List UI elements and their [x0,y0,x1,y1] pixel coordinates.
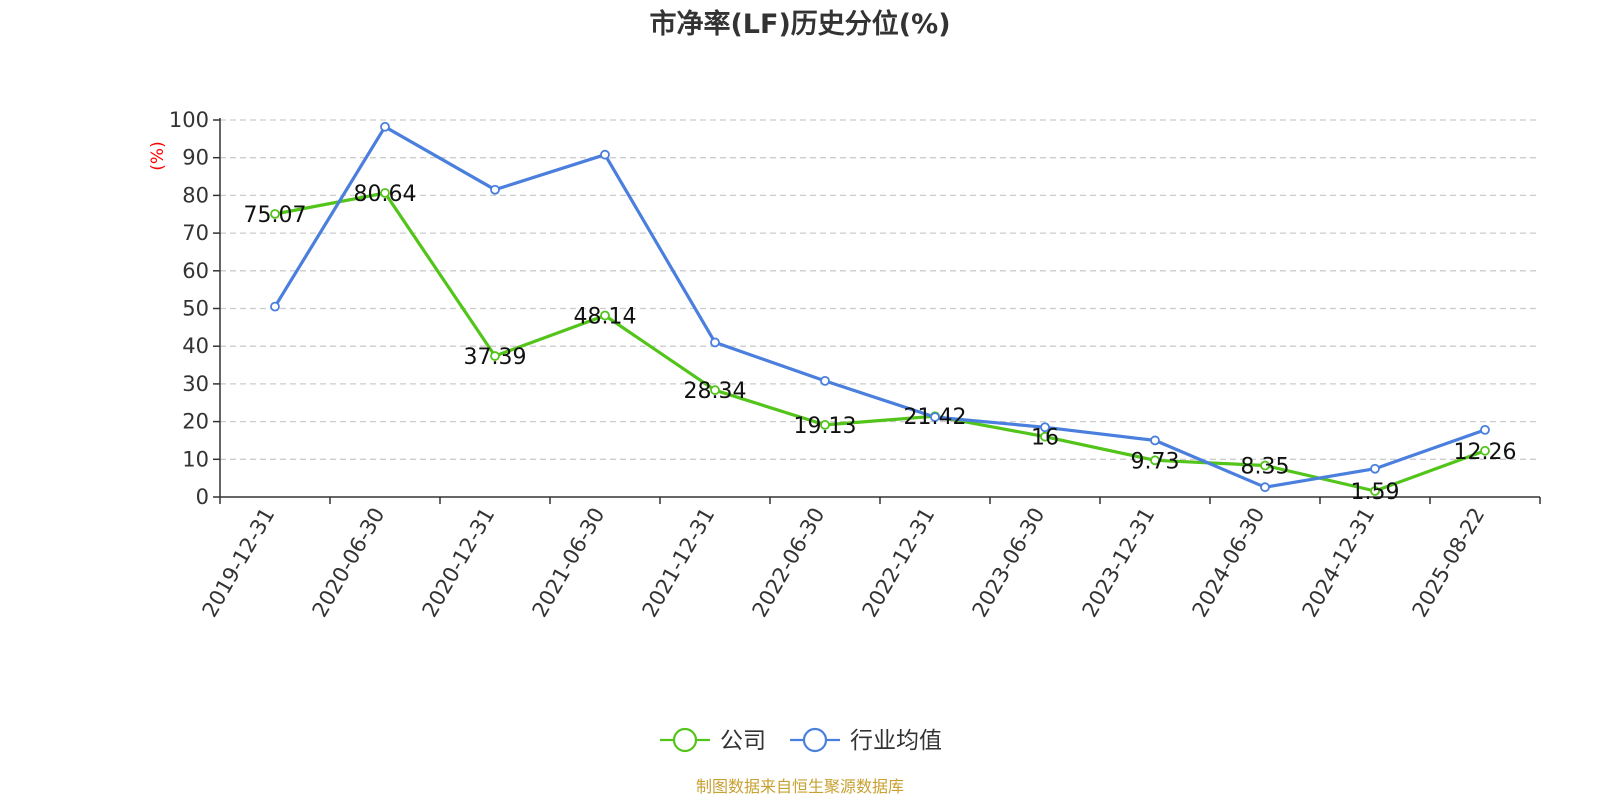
data-point [270,301,280,312]
y-tick-label: 70 [182,221,209,245]
data-point [1480,424,1490,435]
data-label: 21.42 [904,405,967,430]
data-point [380,121,390,132]
legend-label: 公司 [720,728,766,754]
data-point [600,149,610,160]
data-point [1040,422,1050,433]
data-label: 16 [1031,426,1059,451]
data-label: 19.13 [794,414,857,439]
x-tick-label: 2020-06-30 [308,504,390,622]
data-point [490,351,500,361]
y-tick-label: 80 [182,183,209,207]
series-line [273,125,1486,489]
data-label: 8.35 [1241,455,1290,480]
x-tick-label: 2024-12-31 [1298,504,1380,622]
x-tick-label: 2024-06-30 [1188,504,1270,622]
x-tick-label: 2025-08-22 [1408,504,1490,622]
y-tick-label: 60 [182,259,209,283]
grid [220,119,1540,460]
data-point [490,184,500,195]
data-label: 12.26 [1454,440,1517,465]
data-label: 80.64 [354,182,417,207]
x-tick-label: 2023-12-31 [1078,504,1160,622]
x-tick-label: 2022-06-30 [748,504,830,622]
y-tick-label: 0 [196,485,209,509]
y-tick-label: 10 [182,447,209,471]
data-label: 28.34 [684,379,747,404]
data-points [270,121,1490,496]
data-point [1260,460,1270,471]
data-label: 48.14 [574,305,637,330]
data-point [1040,431,1050,442]
data-point [820,419,830,430]
data-point [1150,435,1160,446]
data-point [930,412,940,422]
data-point [710,385,720,396]
data-point [1370,486,1380,496]
legend-marker-icon [672,727,698,753]
data-point [1480,445,1490,456]
y-axis-label: (%) [148,141,168,170]
source-note: 制图数据来自恒生聚源数据库 [696,777,904,796]
y-tick-label: 90 [182,146,209,170]
y-tick-label: 100 [169,108,209,132]
data-label: 1.59 [1351,480,1400,505]
chart-title: 市净率(LF)历史分位(%) [649,8,950,40]
y-tick-label: 50 [182,297,209,321]
data-point [380,188,390,198]
y-tick-label: 20 [182,410,209,434]
series-lines [273,125,1486,493]
x-tick-label: 2023-06-30 [968,504,1050,622]
data-point [1370,463,1380,474]
data-point [270,209,280,219]
data-label: 37.39 [464,345,527,370]
series-line [274,191,1486,493]
x-tick-label: 2020-12-31 [418,504,500,622]
x-tick-label: 2021-06-30 [528,504,610,622]
legend[interactable]: 公司 行业均值 [660,727,942,754]
y-tick-label: 30 [182,372,209,396]
x-tick-label: 2019-12-31 [198,504,280,622]
data-point [710,337,720,348]
data-point [600,310,610,321]
legend-label: 行业均值 [850,728,942,754]
data-point [820,375,830,386]
data-label: 75.07 [244,203,307,228]
data-labels: 75.07 80.64 37.39 48.14 28.34 19.13 21.42 16 9.7… [244,182,1517,505]
x-tick-label: 2021-12-31 [638,504,720,622]
x-tick-label: 2022-12-31 [858,504,940,622]
data-point [1150,455,1160,466]
data-point [1260,482,1270,493]
data-label: 9.73 [1131,449,1180,474]
y-tick-label: 40 [182,334,209,358]
legend-marker-icon [802,727,828,753]
